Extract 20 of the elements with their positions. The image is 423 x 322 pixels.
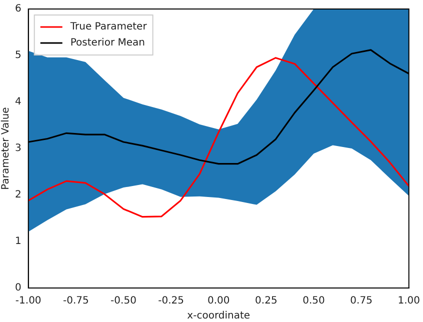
legend-label: True Parameter: [69, 22, 148, 33]
y-tick-label: 4: [14, 96, 22, 108]
y-tick-label: 0: [14, 282, 22, 294]
y-tick-label: 1: [14, 236, 22, 248]
x-tick-label: -1.00: [15, 296, 42, 307]
x-tick-label: -0.25: [158, 296, 184, 307]
y-tick-label: 5: [14, 50, 22, 62]
legend-label: Posterior Mean: [70, 38, 145, 49]
y-tick-label: 2: [14, 190, 22, 201]
y-tick-label: 3: [14, 143, 22, 154]
x-tick-label: 0.75: [350, 296, 372, 307]
x-tick-label: 1.00: [398, 296, 420, 307]
x-tick-label: 0.50: [302, 296, 325, 307]
y-axis-title: Parameter Value: [0, 107, 12, 190]
x-tick-label: 0.00: [207, 296, 230, 307]
x-axis-title: x-coordinate: [187, 310, 250, 322]
x-tick-label: -0.50: [110, 296, 136, 307]
x-tick-label: -0.75: [62, 296, 89, 307]
y-tick-label: 6: [14, 4, 22, 15]
x-tick-label: 0.25: [255, 296, 278, 307]
